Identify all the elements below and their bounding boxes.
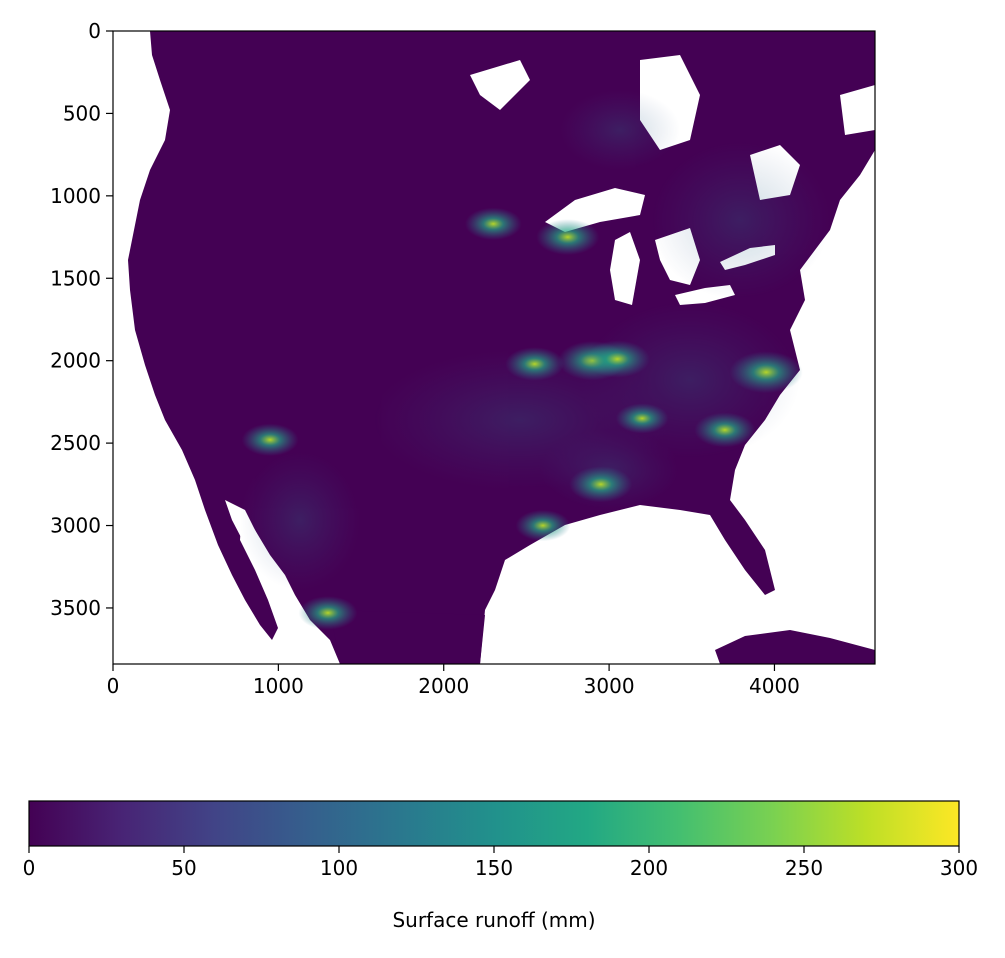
x-tick-label: 3000 <box>584 674 635 698</box>
colorbar: 0 50 100 150 200 250 300 Surface runoff (mm) <box>23 800 978 932</box>
colorbar-gradient <box>29 801 959 846</box>
colorbar-tick-label: 200 <box>630 856 668 880</box>
y-tick-label: 1000 <box>50 184 101 208</box>
y-tick-label: 2000 <box>50 349 101 373</box>
colorbar-tick-label: 300 <box>940 856 978 880</box>
y-tick-label: 0 <box>88 19 101 43</box>
colorbar-tick-label: 0 <box>23 856 36 880</box>
runoff-hotspot <box>694 412 756 448</box>
x-tick-label: 1000 <box>253 674 304 698</box>
y-axis: 0 500 1000 1500 2000 2500 3000 3500 <box>50 19 113 620</box>
y-tick-label: 500 <box>63 101 101 125</box>
runoff-hotspot <box>298 596 358 630</box>
colorbar-ticks: 0 50 100 150 200 250 300 <box>23 846 978 880</box>
runoff-map-panel <box>113 31 875 664</box>
runoff-hotspot <box>729 351 803 394</box>
land-mass-south <box>330 610 485 664</box>
colorbar-tick-label: 150 <box>475 856 513 880</box>
x-tick-label: 0 <box>107 674 120 698</box>
y-tick-label: 3000 <box>50 514 101 538</box>
colorbar-label: Surface runoff (mm) <box>392 908 595 932</box>
x-tick-label: 2000 <box>418 674 469 698</box>
runoff-hotspots <box>241 207 803 630</box>
runoff-hotspot <box>515 509 571 542</box>
runoff-hotspot <box>505 347 565 381</box>
runoff-hotspot <box>241 423 299 457</box>
y-tick-label: 2500 <box>50 431 101 455</box>
colorbar-tick-label: 50 <box>171 856 196 880</box>
runoff-hotspot <box>536 219 600 256</box>
colorbar-tick-label: 250 <box>785 856 823 880</box>
land-mass-cuba <box>715 630 875 664</box>
runoff-hotspot <box>569 466 633 503</box>
y-tick-label: 3500 <box>50 596 101 620</box>
x-axis: 0 1000 2000 3000 4000 <box>107 664 800 698</box>
x-tick-label: 4000 <box>749 674 800 698</box>
plot-frame <box>112 30 876 665</box>
runoff-hotspot <box>584 340 650 378</box>
y-tick-label: 1500 <box>50 266 101 290</box>
runoff-hotspot <box>464 207 522 241</box>
runoff-hotspot <box>615 403 669 434</box>
colorbar-tick-label: 100 <box>320 856 358 880</box>
